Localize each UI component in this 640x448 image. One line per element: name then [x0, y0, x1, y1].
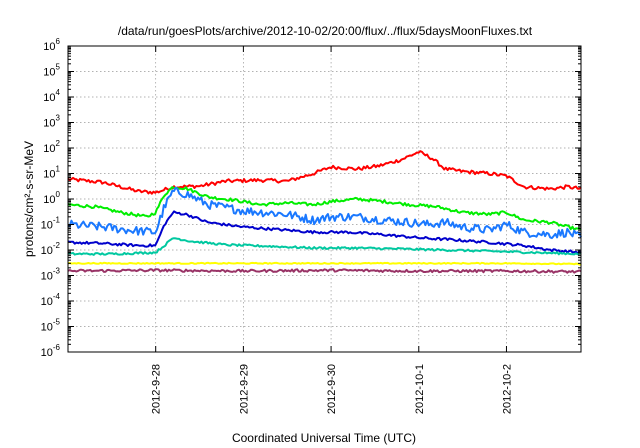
x-tick-label: 2012-9-28 [151, 364, 163, 414]
y-tick-label: 103 [43, 114, 60, 130]
y-tick-label: 106 [43, 37, 60, 53]
y-tick-labels: 10-6 10-5 10-4 10-3 10-2 10-1 100 101 102 103 104 1… [41, 37, 61, 359]
x-axis-label: Coordinated Universal Time (UTC) [232, 431, 416, 445]
y-tick-label: 10-1 [41, 216, 61, 232]
tick-marks [68, 45, 581, 353]
x-tick-labels: 2012-9-28 2012-9-29 2012-9-30 2012-10-1 2012… [151, 364, 514, 414]
series-group [67, 150, 582, 274]
y-tick-label: 10-2 [41, 241, 61, 257]
series-line-2 [67, 186, 582, 231]
y-tick-label: 101 [43, 165, 60, 181]
series-line-1 [67, 150, 582, 195]
y-tick-label: 102 [43, 139, 60, 155]
y-tick-label: 100 [43, 190, 60, 206]
y-tick-label: 10-3 [41, 267, 61, 283]
series-line-7 [67, 268, 582, 274]
y-tick-label: 105 [43, 63, 60, 79]
x-tick-label: 2012-9-30 [326, 364, 338, 414]
x-tick-label: 2012-10-2 [501, 364, 513, 414]
y-axis-label: protons/cm²-s-sr-MeV [22, 141, 36, 257]
series-line-3 [67, 186, 582, 240]
x-tick-label: 2012-9-29 [238, 364, 250, 414]
y-tick-label: 10-6 [41, 343, 61, 359]
series-line-4 [67, 210, 582, 255]
x-tick-label: 2012-10-1 [414, 364, 426, 414]
chart-title: /data/run/goesPlots/archive/2012-10-02/2… [118, 24, 533, 38]
y-tick-label: 104 [43, 88, 60, 104]
series-line-6 [67, 261, 582, 266]
grid-lines [68, 46, 581, 352]
y-tick-label: 10-5 [41, 318, 61, 334]
y-tick-label: 10-4 [41, 292, 61, 308]
series-line-5 [67, 237, 582, 256]
